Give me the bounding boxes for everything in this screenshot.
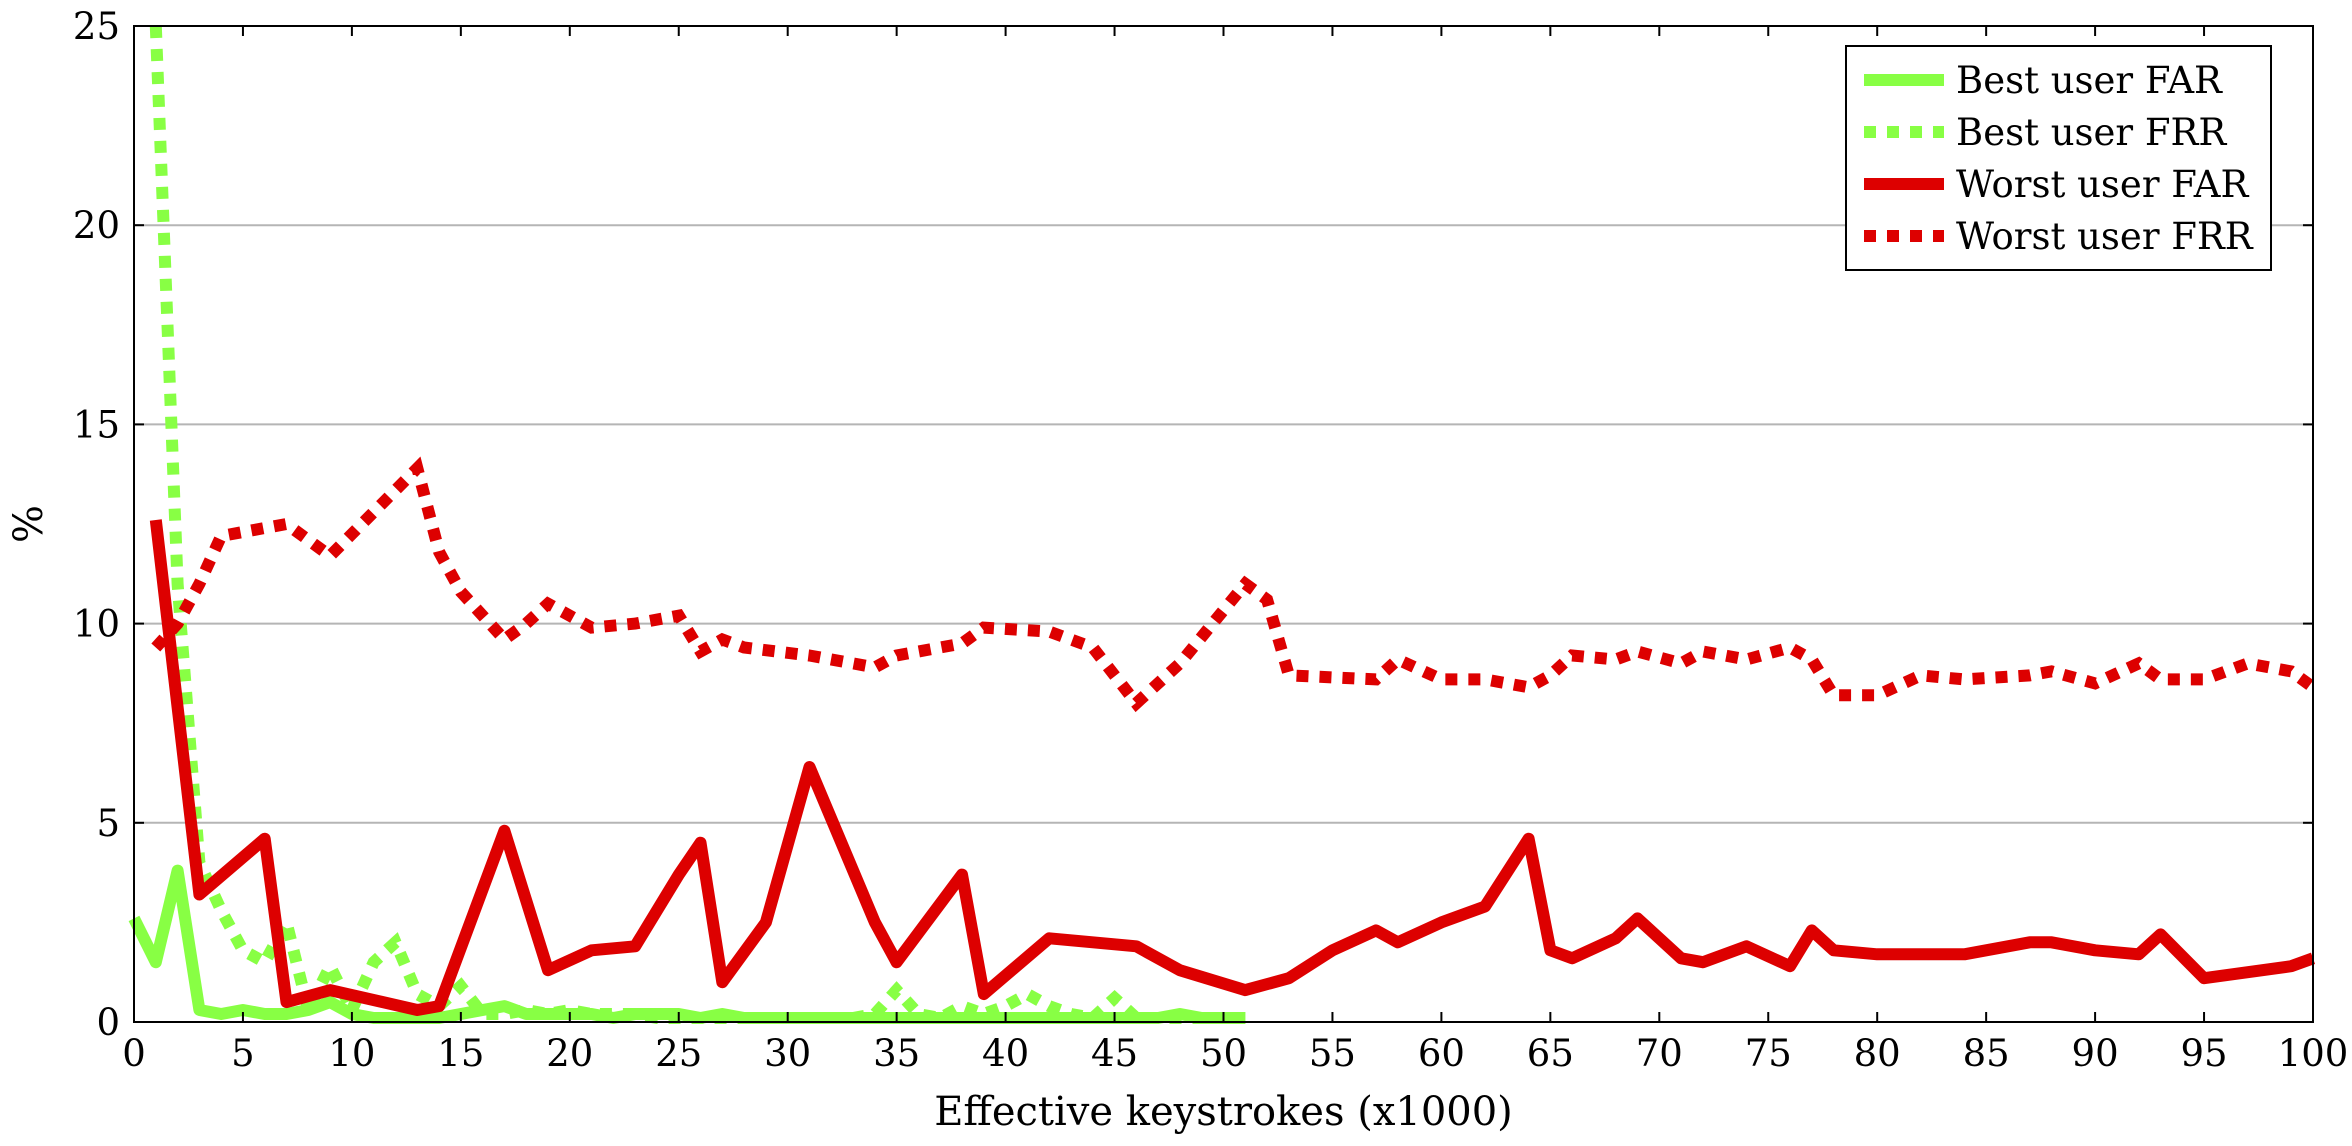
x-tick-label: 25	[655, 1032, 702, 1075]
x-tick-label: 90	[2072, 1032, 2119, 1075]
x-tick-label: 40	[982, 1032, 1029, 1075]
y-tick-label: 10	[73, 603, 120, 646]
legend-label: Worst user FAR	[1956, 163, 2249, 206]
x-tick-label: 70	[1636, 1032, 1683, 1075]
series-line-3	[149, 519, 2316, 1016]
y-axis-ticks: 0 5 10 15 20 25	[73, 5, 2313, 1044]
x-tick-label: 60	[1418, 1032, 1465, 1075]
x-tick-label: 95	[2181, 1032, 2228, 1075]
x-tick-label: 55	[1309, 1032, 1356, 1075]
series-line-1	[128, 864, 1246, 1024]
legend-label: Worst user FRR	[1956, 215, 2254, 258]
y-tick-label: 5	[96, 802, 120, 845]
x-tick-label: 75	[1745, 1032, 1792, 1075]
y-tick-label: 20	[73, 204, 120, 247]
legend-label: Best user FAR	[1956, 59, 2223, 102]
x-tick-label: 5	[231, 1032, 255, 1075]
x-tick-label: 10	[328, 1032, 375, 1075]
y-axis-label: %	[6, 505, 52, 543]
x-tick-label: 100	[2278, 1032, 2349, 1075]
horizontal-grid	[134, 224, 2313, 824]
x-tick-label: 0	[122, 1032, 146, 1075]
y-tick-label: 25	[73, 5, 120, 48]
x-tick-label: 20	[546, 1032, 593, 1075]
y-tick-label: 0	[96, 1001, 120, 1044]
x-tick-label: 65	[1527, 1032, 1574, 1075]
x-tick-label: 50	[1200, 1032, 1247, 1075]
x-tick-label: 80	[1854, 1032, 1901, 1075]
x-tick-label: 35	[873, 1032, 920, 1075]
x-tick-label: 45	[1091, 1032, 1138, 1075]
x-axis-ticks: 0 5 10 15 20 25 30 35 40 45 50 55 60 65 70 75 80 85 90 95 10…	[122, 26, 2348, 1075]
y-tick-label: 15	[73, 403, 120, 446]
series-line-2	[149, 25, 1246, 1028]
x-axis-label: Effective keystrokes (x1000)	[934, 1089, 1513, 1135]
x-tick-label: 30	[764, 1032, 811, 1075]
legend: Best user FAR Best user FRR Worst user FAR…	[1845, 45, 2272, 271]
series-layer	[128, 25, 2317, 1028]
x-tick-label: 15	[437, 1032, 484, 1075]
legend-label: Best user FRR	[1956, 111, 2227, 154]
x-tick-label: 85	[1963, 1032, 2010, 1075]
series-line-4	[151, 456, 2317, 713]
